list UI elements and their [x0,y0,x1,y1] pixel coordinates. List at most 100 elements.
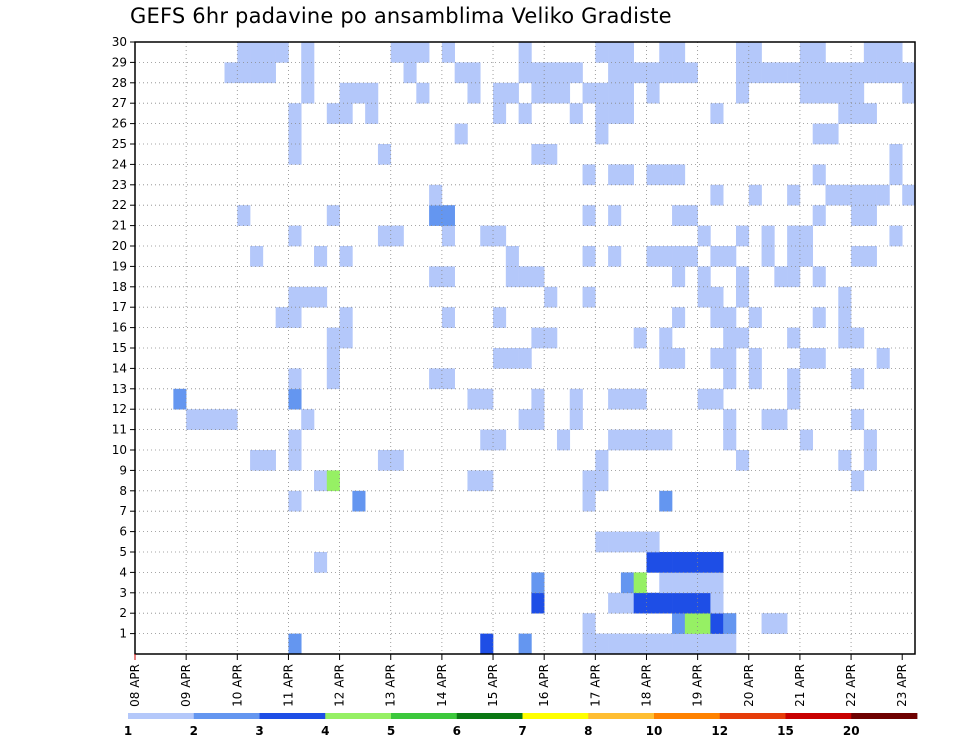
heatmap-cell [710,286,724,308]
heatmap-cell [902,82,916,104]
heatmap-cell [595,103,609,124]
heatmap-cell [672,572,686,594]
x-tick-label: 11 APR [281,664,295,707]
heatmap-cell [659,327,673,349]
heatmap-cell [697,388,711,410]
heatmap-cell [863,246,877,267]
heatmap-cell [710,348,724,369]
heatmap-cell [403,42,417,63]
heatmap-cell [825,123,839,145]
heatmap-cell [186,409,200,430]
heatmap-cell [314,552,328,573]
heatmap-cell [851,409,865,430]
heatmap-cell [377,450,392,471]
heatmap-cell [493,225,507,247]
heatmap-cell [659,246,673,267]
heatmap-cell [838,103,852,124]
heatmap-cell [224,409,238,430]
heatmap-cell [812,307,826,328]
heatmap-cell [761,409,775,430]
heatmap-cell [608,633,622,655]
heatmap-cell [339,307,353,328]
heatmap-cell [659,348,673,369]
heatmap-cell [697,286,711,308]
heatmap-cell [723,613,737,634]
heatmap-cell [480,633,494,655]
heatmap-cell [544,327,558,349]
heatmap-cell [416,42,430,63]
heatmap-cell [531,409,545,430]
heatmap-cell [467,62,481,84]
heatmap-cell [710,184,724,206]
x-tick-label: 12 APR [333,664,347,707]
colorbar-swatch [654,713,721,719]
heatmap-cell [262,42,276,63]
heatmap-cell [620,103,634,124]
heatmap-cell [556,429,571,451]
heatmap-cell [250,450,264,471]
colorbar-label: 15 [777,724,794,738]
heatmap-cell [531,572,545,594]
heatmap-cell [544,286,558,308]
heatmap-cell [672,62,686,84]
heatmap-cell [684,246,698,267]
colorbar-label: 10 [646,724,663,738]
heatmap-cell [237,62,251,84]
heatmap-cell [787,225,801,247]
colorbar-swatch [128,713,195,719]
colorbar-label: 20 [843,724,860,738]
heatmap-cell [646,164,660,186]
heatmap-cell [250,62,264,84]
heatmap-cell [672,307,686,328]
y-tick-label: 22 [112,198,127,212]
y-tick-label: 16 [112,321,127,335]
heatmap-cell [863,205,877,226]
heatmap-cell [608,429,622,451]
heatmap-cell [211,409,225,430]
heatmap-cell [339,103,353,124]
y-tick-label: 12 [112,402,127,416]
y-tick-label: 14 [112,361,127,375]
heatmap-cell [531,62,545,84]
heatmap-cell [723,633,737,655]
y-tick-label: 21 [112,219,127,233]
heatmap-cell [569,103,583,124]
heatmap-cell [710,613,724,634]
heatmap-cell [301,82,315,104]
heatmap-cell [620,388,634,410]
y-axis: 1234567891011121314151617181920212223242… [112,35,135,641]
colorbar-label: 6 [453,724,461,738]
heatmap-cell [787,184,801,206]
heatmap-cell [838,62,852,84]
heatmap-cell [633,62,647,84]
heatmap-cell [851,246,865,267]
heatmap-cell [352,490,366,512]
heatmap-cell [825,184,839,206]
heatmap-cell [620,572,634,594]
heatmap-cell [697,552,711,573]
y-tick-label: 28 [112,76,127,90]
heatmap-cell [454,62,468,84]
heatmap-cell [390,225,404,247]
heatmap-cell [582,470,596,492]
heatmap-cell [480,429,494,451]
heatmap-cell [480,225,494,247]
heatmap-cell [697,225,711,247]
heatmap-cell [672,246,686,267]
heatmap-cell [582,164,596,186]
heatmap-cell [838,327,852,349]
y-tick-label: 24 [112,157,127,171]
heatmap-cell [672,613,686,634]
heatmap-cell [748,62,762,84]
heatmap-cell [518,62,532,84]
heatmap-cell [697,633,711,655]
heatmap-cell [799,62,814,84]
y-tick-label: 5 [119,545,127,559]
heatmap-cell [518,42,532,63]
heatmap-cell [262,450,276,471]
y-tick-label: 20 [112,239,127,253]
heatmap-cell [544,62,558,84]
y-tick-label: 26 [112,117,127,131]
heatmap-cell [480,388,494,410]
x-tick-label: 22 APR [844,664,858,707]
